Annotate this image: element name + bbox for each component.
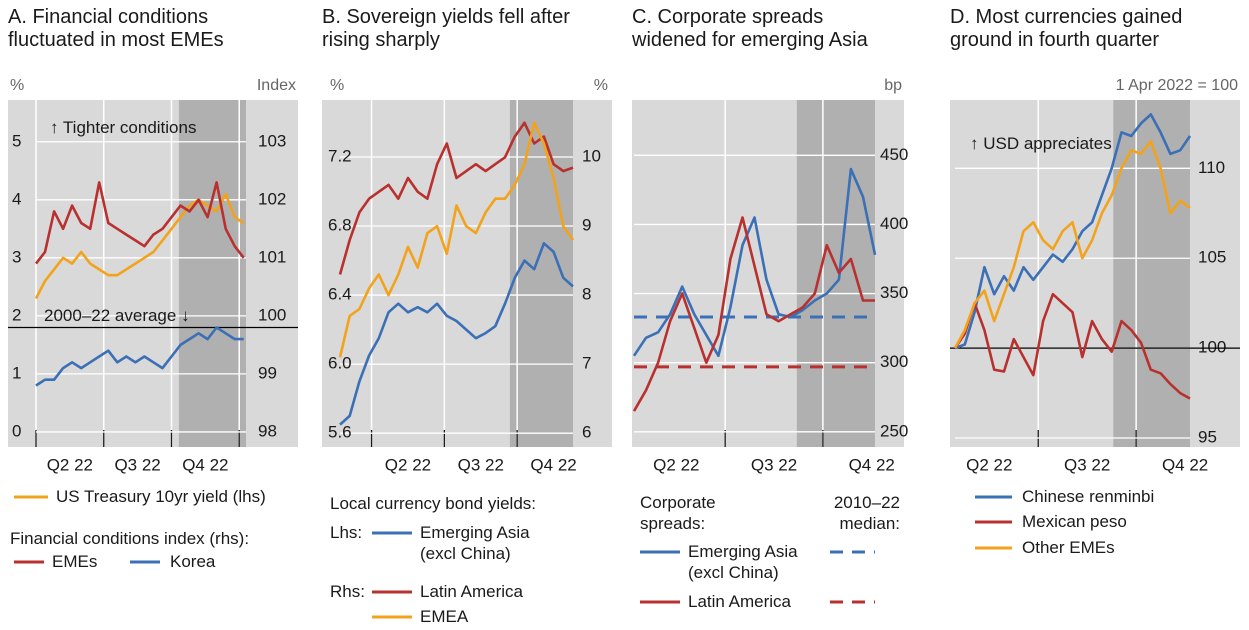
legend-label: EMEA	[420, 607, 469, 626]
series-line	[338, 121, 574, 275]
chart-title: B. Sovereign yields fell after rising sh…	[322, 6, 570, 51]
x-tick-label: Q4 22	[849, 455, 895, 474]
y-tick-label: 110	[1198, 158, 1225, 177]
legend-label: Emerging Asia (excl China)	[688, 542, 798, 582]
legend-label: Other EMEs	[1022, 538, 1115, 557]
x-tick-label: Q3 22	[458, 455, 504, 474]
series-line	[632, 216, 875, 412]
x-tick-label: Q3 22	[114, 455, 160, 474]
y-tick-label: 6.4	[328, 285, 352, 304]
legend-axis: Lhs:	[330, 523, 363, 542]
y-tick-label: 6.8	[328, 216, 352, 235]
series-line	[34, 181, 245, 265]
chart-title: C. Corporate spreads widened for emergin…	[632, 6, 868, 51]
x-tick-label: Q2 22	[385, 455, 431, 474]
y-unit: bp	[884, 77, 902, 94]
shaded-period	[796, 100, 875, 447]
annotation: 2000–22 average ↓	[44, 306, 190, 325]
y-tick-label: 2	[12, 305, 21, 324]
y-tick-label: 0	[12, 421, 21, 440]
plot-background	[8, 100, 298, 447]
y-tick-label: 95	[1198, 427, 1217, 446]
y-tick-label: 250	[880, 421, 908, 440]
series-line	[632, 167, 877, 358]
shaded-period	[178, 100, 246, 447]
y2-tick-label: 102	[258, 189, 286, 208]
legend-label: EMEs	[52, 552, 98, 571]
x-tick-label: Q4 22	[530, 455, 576, 474]
legend-axis: Rhs:	[330, 582, 365, 601]
shaded-period	[509, 100, 573, 447]
y-tick-label: 100	[1198, 338, 1226, 357]
plot-background	[950, 100, 1240, 447]
y2-tick-label: 10	[582, 147, 601, 166]
legend-title: Local currency bond yields:	[330, 494, 537, 513]
x-tick-label: Q2 22	[653, 455, 699, 474]
y-tick-label: 3	[12, 247, 21, 266]
y-tick-label: 400	[880, 214, 908, 233]
y-tick-label: 4	[12, 189, 21, 208]
y-tick-label: 300	[880, 352, 908, 371]
y2-tick-label: 7	[582, 354, 591, 373]
y2-tick-label: 98	[258, 421, 277, 440]
legend-label: Mexican peso	[1022, 512, 1127, 531]
annotation: ↑ USD appreciates	[970, 134, 1112, 153]
y-tick-label: 6.0	[328, 354, 352, 373]
series-line	[953, 140, 1191, 349]
x-tick-label: Q4 22	[1162, 455, 1208, 474]
y2-tick-label: 100	[258, 305, 286, 324]
legend-title: 2010–22 median:	[833, 493, 900, 533]
x-tick-label: Q2 22	[966, 455, 1012, 474]
legend-label: Chinese renminbi	[1022, 487, 1155, 506]
y2-tick-label: 99	[258, 363, 277, 382]
y2-tick-label: 101	[258, 247, 286, 266]
legend-label: Korea	[170, 552, 216, 571]
x-tick-label: Q3 22	[751, 455, 797, 474]
x-tick-label: Q4 22	[182, 455, 228, 474]
y-tick-label: 105	[1198, 248, 1226, 267]
series-line	[338, 121, 575, 358]
y-unit: 1 Apr 2022 = 100	[1115, 77, 1238, 94]
legend-title: Financial conditions index (rhs):	[10, 529, 250, 548]
y2-unit: %	[593, 77, 608, 94]
chart-title: D. Most currencies gained ground in four…	[950, 6, 1183, 51]
y2-tick-label: 103	[258, 131, 286, 150]
y-unit: %	[330, 77, 345, 94]
legend-title: Corporate spreads:	[640, 493, 716, 533]
y-tick-label: 450	[880, 145, 908, 164]
legend-label: Latin America	[420, 582, 523, 601]
y-tick-label: 7.2	[328, 146, 352, 165]
series-line	[35, 326, 244, 387]
legend-label: Latin America	[688, 592, 791, 611]
y2-tick-label: 6	[582, 423, 591, 442]
y2-unit: Index	[256, 77, 296, 94]
annotation: ↑ Tighter conditions	[50, 118, 197, 137]
x-tick-label: Q3 22	[1064, 455, 1110, 474]
x-tick-label: Q2 22	[47, 455, 93, 474]
chart-title: A. Financial conditions fluctuated in mo…	[8, 6, 224, 51]
series-line	[954, 113, 1192, 350]
series-line	[339, 242, 574, 426]
legend-label: US Treasury 10yr yield (lhs)	[56, 487, 266, 506]
y2-tick-label: 8	[582, 285, 591, 304]
series-line	[953, 292, 1191, 400]
y-unit: %	[10, 77, 25, 94]
y-tick-label: 5	[12, 131, 21, 150]
y-tick-label: 350	[880, 283, 908, 302]
y2-tick-label: 9	[582, 216, 591, 235]
y-tick-label: 1	[12, 363, 21, 382]
legend-label: Emerging Asia (excl China)	[420, 523, 530, 563]
y-tick-label: 5.6	[328, 423, 352, 442]
